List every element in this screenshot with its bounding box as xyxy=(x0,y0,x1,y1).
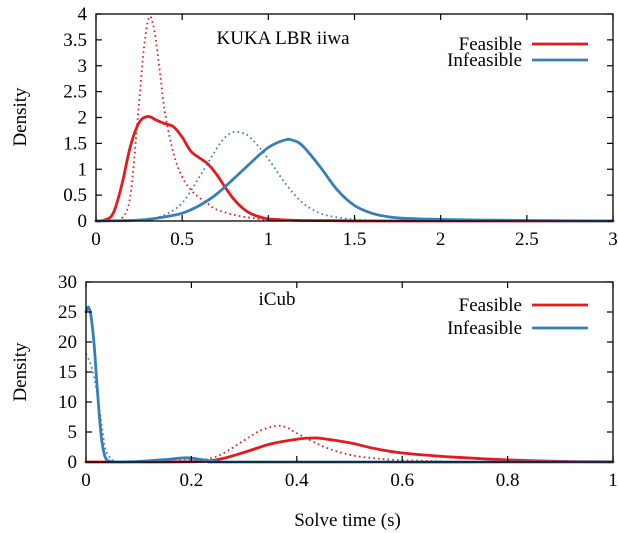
infeasible-dotted-line xyxy=(85,353,218,463)
chart-title: iCub xyxy=(259,289,296,310)
y-tick-label: 10 xyxy=(58,392,77,413)
y-tick-label: 1.5 xyxy=(63,133,87,154)
y-axis-label: Density xyxy=(10,342,31,402)
y-tick-label: 1 xyxy=(78,159,88,180)
chart-title: KUKA LBR iiwa xyxy=(217,28,351,49)
feasible-solid-line xyxy=(84,436,615,464)
y-tick-label: 0 xyxy=(68,452,78,473)
x-tick-label: 0.8 xyxy=(496,470,520,491)
legend-label-feasible: Feasible xyxy=(459,295,522,316)
x-tick-label: 2.5 xyxy=(515,229,539,250)
y-tick-label: 3 xyxy=(78,56,88,77)
y-tick-label: 20 xyxy=(58,332,77,353)
plot-frame xyxy=(85,281,614,463)
icub-panel: 0 0.2 0.4 0.6 0.8 1051015202530iCubDensitySol… xyxy=(10,272,618,531)
x-tick-label: 0.4 xyxy=(285,470,309,491)
infeasible-dotted-line xyxy=(130,130,441,222)
y-tick-label: 5 xyxy=(68,422,78,443)
y-axis-label: Density xyxy=(10,87,31,147)
x-axis-label: Solve time (s) xyxy=(294,510,401,531)
infeasible-solid-line xyxy=(84,305,615,464)
kuka-panel: 0 0.5 1 1.5 2 2.5 3 0 0.5 1 1.5 2 2.5 3 3.5 4 KUKA LBR i… xyxy=(10,4,618,250)
feasible-solid-line xyxy=(94,115,615,223)
y-tick-label: 4 xyxy=(78,4,88,25)
legend-label-infeasible: Infeasible xyxy=(447,318,522,339)
x-tick-label: 2 xyxy=(436,229,446,250)
y-tick-label: 2.5 xyxy=(63,82,87,103)
x-tick-label: 3 xyxy=(608,229,618,250)
x-tick-label: 1.5 xyxy=(343,229,367,250)
x-tick-label: 0 xyxy=(81,470,91,491)
y-tick-label: 0.5 xyxy=(63,185,87,206)
y-tick-label: 3.5 xyxy=(63,30,87,51)
x-tick-label: 1 xyxy=(608,470,618,491)
y-tick-label: 25 xyxy=(58,302,77,323)
x-tick-label: 0.6 xyxy=(390,470,414,491)
x-tick-label: 1 xyxy=(264,229,274,250)
legend-label-infeasible: Infeasible xyxy=(447,50,522,71)
y-tick-label: 2 xyxy=(78,108,88,129)
y-tick-label: 30 xyxy=(58,272,77,293)
x-tick-label: 0.2 xyxy=(180,470,204,491)
y-tick-label: 15 xyxy=(58,362,77,383)
legend-label-feasible: Feasible xyxy=(459,34,522,55)
x-tick-label: 0.5 xyxy=(170,229,194,250)
x-tick-label: 0 xyxy=(91,229,101,250)
infeasible-solid-line xyxy=(94,137,615,223)
y-tick-label: 0 xyxy=(78,211,88,232)
